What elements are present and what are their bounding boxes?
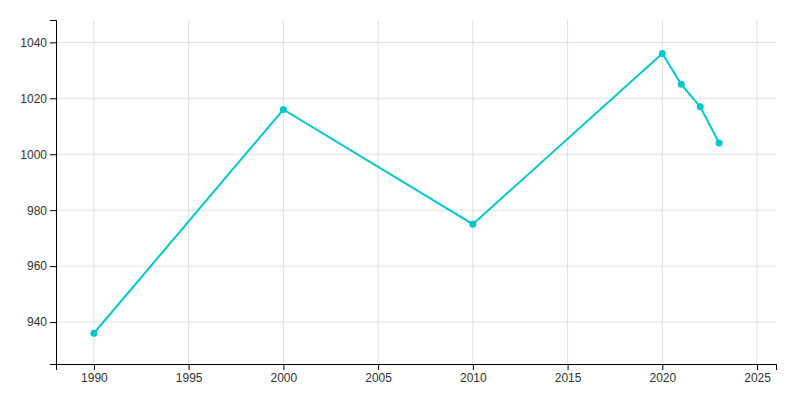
tick-mark	[473, 364, 474, 370]
tick-label: 1040	[20, 36, 47, 50]
tick-mark	[662, 364, 663, 370]
tick-label: 940	[27, 315, 47, 329]
tick-mark	[50, 154, 56, 155]
grid-line	[56, 154, 776, 155]
point	[90, 330, 97, 337]
tick-label: 1020	[20, 92, 47, 106]
tick: 2025	[744, 364, 771, 385]
point	[280, 106, 287, 113]
tick: 940	[27, 315, 56, 329]
tick-label: 2010	[460, 371, 487, 385]
tick-mark	[50, 98, 56, 99]
grid-line	[56, 266, 776, 267]
point	[678, 81, 685, 88]
grid-line	[56, 42, 776, 43]
tick-label: 1990	[81, 371, 108, 385]
tick-label: 2020	[649, 371, 676, 385]
tick: 2010	[460, 364, 487, 385]
tick-label: 2025	[744, 371, 771, 385]
tick-label: 960	[27, 259, 47, 273]
x-axis: 1990 1995 2000 2005 2010 2015 2020 2025	[57, 364, 777, 385]
tick: 2015	[555, 364, 582, 385]
grid-line	[472, 20, 473, 364]
grid-line	[378, 20, 379, 364]
tick-mark	[757, 364, 758, 370]
grid-line	[567, 20, 568, 364]
tick-mark	[50, 266, 56, 267]
point	[697, 103, 704, 110]
tick-label: 1000	[20, 148, 47, 162]
line	[94, 54, 719, 334]
tick-label: 1995	[176, 371, 203, 385]
tick: 1000	[20, 148, 56, 162]
grid-line	[283, 20, 284, 364]
grid-line	[662, 20, 663, 364]
tick-mark	[189, 364, 190, 370]
tick-mark	[283, 364, 284, 370]
tick-label: 2000	[271, 371, 298, 385]
tick: 1040	[20, 36, 56, 50]
tick: 2020	[649, 364, 676, 385]
plot: 1990 1995 2000 2005 2010 2015 2020 2025 940 960 98…	[20, 20, 776, 385]
tick: 960	[27, 259, 56, 273]
grid-line	[56, 98, 776, 99]
grid-line	[93, 20, 94, 364]
tick: 1990	[81, 364, 108, 385]
tick-mark	[568, 364, 569, 370]
grid-line	[188, 20, 189, 364]
tick-mark	[50, 42, 56, 43]
tick: 2005	[365, 364, 392, 385]
chart: 1990 1995 2000 2005 2010 2015 2020 2025 940 960 98…	[0, 0, 800, 400]
y-axis: 940 960 980 1000 1020 1040	[20, 21, 56, 365]
axis-line	[57, 365, 777, 371]
axis-line	[50, 21, 57, 365]
marks	[90, 50, 722, 337]
point	[469, 221, 476, 228]
tick: 1020	[20, 92, 56, 106]
grid	[56, 20, 776, 364]
tick-mark	[50, 322, 56, 323]
tick-mark	[94, 364, 95, 370]
tick: 2000	[271, 364, 298, 385]
grid-line	[56, 210, 776, 211]
tick-mark	[50, 210, 56, 211]
tick: 1995	[176, 364, 203, 385]
tick-label: 980	[27, 204, 47, 218]
grid-line	[56, 322, 776, 323]
tick-mark	[378, 364, 379, 370]
tick: 980	[27, 204, 56, 218]
grid-line	[757, 20, 758, 364]
point	[659, 50, 666, 57]
tick-label: 2005	[365, 371, 392, 385]
tick-label: 2015	[555, 371, 582, 385]
point	[716, 140, 723, 147]
